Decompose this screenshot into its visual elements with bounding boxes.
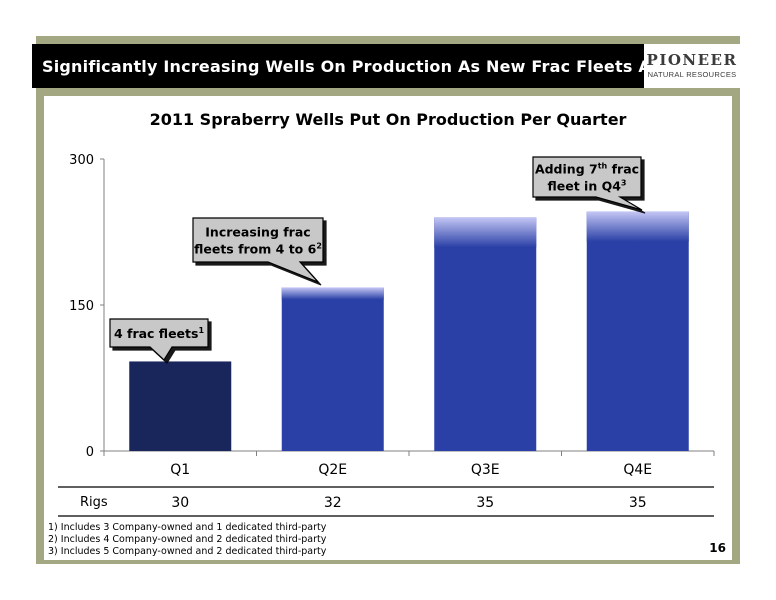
y-tick-labels: 0 150 300 <box>69 153 94 460</box>
rigs-value: 32 <box>324 495 342 511</box>
bar-q4e <box>586 211 689 451</box>
company-logo: PIONEER NATURAL RESOURCES <box>644 44 740 88</box>
callout-1: 4 frac fleets1 <box>109 318 209 361</box>
y-tick-label: 150 <box>69 299 94 314</box>
x-tick-labels: Q1 Q2E Q3E Q4E <box>170 462 652 478</box>
bar-highlight <box>586 211 689 242</box>
callout-text: Increasing frac <box>205 225 310 240</box>
slide-header: Significantly Increasing Wells On Produc… <box>32 44 697 88</box>
chart-callouts: 4 frac fleets1 Increasing frac fleets from… <box>109 156 643 361</box>
chart-bars <box>129 211 689 451</box>
footnote-1: 1) Includes 3 Company-owned and 1 dedica… <box>48 522 327 533</box>
slide-title: Significantly Increasing Wells On Produc… <box>42 57 697 76</box>
x-tick-label: Q3E <box>471 462 500 478</box>
chart-title: 2011 Spraberry Wells Put On Production P… <box>150 110 627 129</box>
callout-text: fleets from 4 to 62 <box>194 242 322 257</box>
x-tick-label: Q1 <box>170 462 190 478</box>
bar-q1 <box>129 361 232 451</box>
callout-bubble <box>192 217 324 283</box>
footnotes: 1) Includes 3 Company-owned and 1 dedica… <box>48 522 327 557</box>
logo-subtitle: NATURAL RESOURCES <box>647 70 737 79</box>
callout-text: 4 frac fleets1 <box>114 326 205 341</box>
rigs-value: 35 <box>629 495 647 511</box>
callout-bubble <box>109 318 209 361</box>
logo-name: PIONEER <box>646 51 738 69</box>
y-tick-label: 300 <box>69 153 94 168</box>
x-tick-label: Q2E <box>318 462 347 478</box>
rigs-value: 35 <box>476 495 494 511</box>
callout-bubble <box>532 156 643 211</box>
footnote-2: 2) Includes 4 Company-owned and 2 dedica… <box>48 534 327 545</box>
callout-text: fleet in Q43 <box>548 179 627 194</box>
x-tick-label: Q4E <box>623 462 652 478</box>
bar-q2e <box>281 287 384 451</box>
bar-highlight <box>281 287 384 300</box>
y-tick-label: 0 <box>86 445 94 460</box>
callout-2: Increasing frac fleets from 4 to 62 <box>192 217 324 283</box>
callout-text: Adding 7th frac <box>535 162 639 177</box>
bar-highlight <box>434 217 537 248</box>
rigs-table: Rigs 30 32 35 35 <box>58 486 714 517</box>
page-number: 16 <box>709 541 726 555</box>
footnote-3: 3) Includes 5 Company-owned and 2 dedica… <box>48 546 327 557</box>
rigs-label: Rigs <box>80 495 108 510</box>
rigs-value: 30 <box>171 495 189 511</box>
callout-3: Adding 7th frac fleet in Q43 <box>532 156 643 211</box>
bar-q3e <box>434 217 537 451</box>
